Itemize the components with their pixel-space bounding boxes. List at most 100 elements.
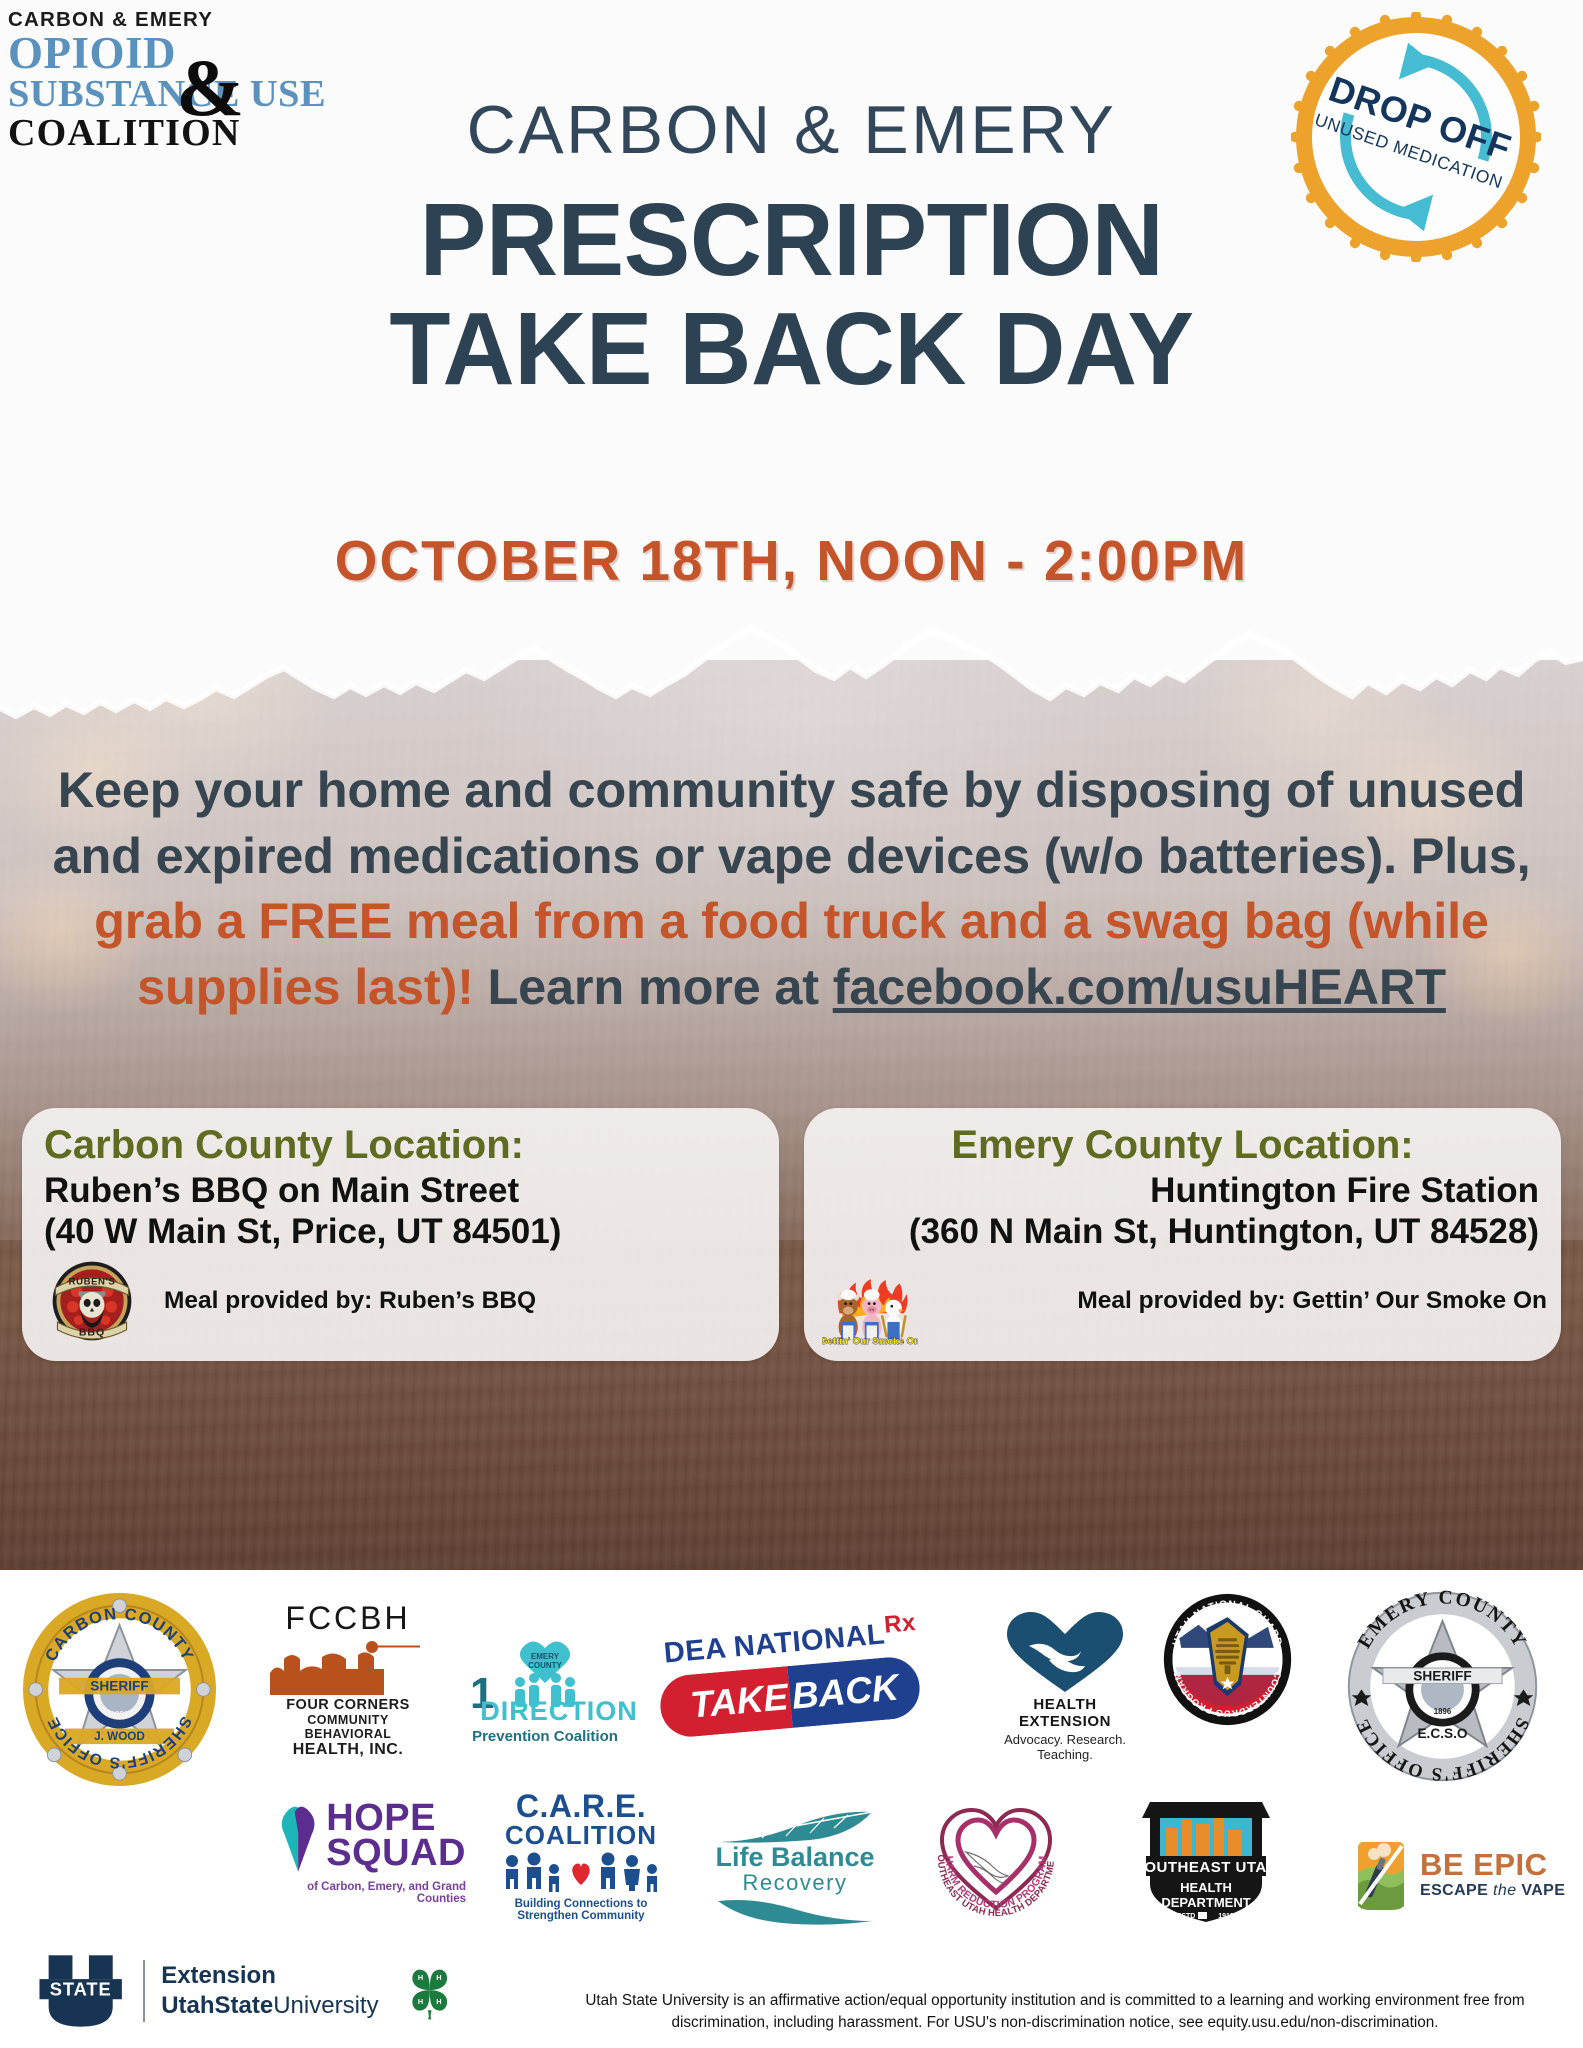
page-title-line1: PRESCRIPTION [419,182,1164,297]
leaf-top-icon [717,1811,873,1843]
carbon-meal-row: RUBEN'S BBQ [44,1253,757,1349]
usu-disclaimer: Utah State University is an affirmative … [585,1992,1525,2031]
drop-off-badge-icon: DROP OFF UNUSED MEDICATION [1291,12,1541,262]
svg-text:H: H [417,1997,422,2006]
logo-be-epic: BE EPIC ESCAPE the VAPE [1352,1838,1567,1910]
usu-state-word: STATE [50,1979,112,2000]
hope-ribbon-icon [281,1806,315,1872]
sponsor-logo-band: SHERIFF J. WOOD 1896 CARBON COUNTY SHERI… [0,1570,1583,2048]
be-epic-escape: ESCAPE [1420,1881,1494,1899]
emery-county-location-card: Emery County Location: Huntington Fire S… [804,1108,1561,1361]
logo-carbon-county-sheriff: SHERIFF J. WOOD 1896 CARBON COUNTY SHERI… [22,1592,217,1787]
health-extension-title: HEALTH EXTENSION [1018,1696,1112,1730]
emery-card-venue: Huntington Fire Station [1150,1171,1539,1211]
rubens-bbq-logo-icon: RUBEN'S BBQ [44,1253,140,1349]
svg-text:H: H [417,1973,422,1982]
care-line2: COALITION [505,1820,657,1850]
coalition-logo-opioid: OPIOID [8,27,177,78]
emery-heart-line2: COUNTY [528,1661,562,1670]
hope-word2: SQUAD [326,1832,466,1874]
usu-university-rest: University [273,1992,379,2019]
logo-utah-national-guard: UTAH NATIONAL GUARD COUNTERDRUG PROGRAM [1160,1592,1295,1727]
emery-meal-note: Meal provided by: Gettin’ Our Smoke On [1077,1287,1547,1314]
logo-southeast-utah-harm-reduction: SOUTHEAST UTAH HEALTH DEPARTMENT HARM RE… [930,1792,1062,1924]
usu-extension-label: Extension [161,1962,276,1989]
svg-text:1896: 1896 [111,1710,129,1719]
be-epic-vape: VAPE [1521,1881,1566,1899]
emery-card-address: (360 N Main St, Huntington, UT 84528) [908,1212,1539,1252]
carbon-card-address: (40 W Main St, Price, UT 84501) [44,1212,562,1252]
chicken-chef-icon [880,1291,907,1340]
carbon-card-venue: Ruben’s BBQ on Main Street [44,1171,520,1211]
body-paragraph: Keep your home and community safe by dis… [38,757,1545,1020]
gettin-our-smoke-on-logo-icon: Gettin' Our Smoke On [822,1253,918,1349]
logo-one-direction: EMERY COUNTY 1 DIRECTION Prevention Coal… [450,1640,640,1745]
one-direction-tagline: Prevention Coalition [472,1728,618,1745]
logo-life-balance-recovery: Life Balance Recovery [700,1808,890,1925]
leaf-bottom-icon [718,1900,872,1925]
care-line1: C.A.R.E. [515,1788,647,1824]
gettin-our-smoke-on-caption: Gettin' Our Smoke On [822,1336,918,1347]
logo-hope-squad: HOPE SQUAD of Carbon, Emery, and Grand C… [276,1792,466,1905]
ecso-sheriff-label: SHERIFF [1413,1669,1471,1684]
logo-fccbh: FCCBH FOUR CORNERS COMMUNITY BEHAVIORAL … [262,1600,434,1759]
emery-meal-row: Gettin' Our Smoke On Meal provided by: G… [822,1253,1547,1349]
coalition-logo: CARBON & EMERY OPIOID & SUBSTANCE USE CO… [8,8,368,153]
seuhd-line3: DEPARTMENT [1161,1895,1250,1910]
body-segment-3: Learn more at [473,957,833,1015]
page-title-line2: TAKE BACK DAY [389,290,1194,406]
seuhd-banner: SOUTHEAST UTAH [1134,1859,1278,1876]
location-cards: Carbon County Location: Ruben’s BBQ on M… [22,1108,1561,1361]
page-title: PRESCRIPTION TAKE BACK DAY [0,182,1583,406]
life-balance-line2: Recovery [742,1870,848,1895]
usu-u-state-icon: STATE [39,1955,122,2027]
fccbh-line3: HEALTH, INC. [292,1741,404,1759]
emery-heart-line1: EMERY [531,1652,560,1661]
photo-section: Keep your home and community safe by dis… [0,600,1583,1570]
four-h-clover-icon: H H H H [411,1969,447,2020]
skull-icon [78,1291,106,1328]
one-numeral: 1 [470,1669,494,1714]
hope-word1: HOPE [326,1797,436,1840]
coalition-logo-ampersand: & [176,41,245,133]
sheriff-name-label: J. WOOD [94,1730,145,1743]
life-balance-line1: Life Balance [715,1842,875,1872]
be-epic-the: the [1493,1881,1522,1899]
care-family-icon [506,1852,657,1893]
coalition-logo-stack: OPIOID & SUBSTANCE USE COALITION [8,27,368,153]
rubens-logo-bottom-text: BBQ [79,1327,105,1339]
logo-care-coalition: C.A.R.E. COALITION Building Connections … [486,1790,676,1922]
care-tagline: Building Connections to Strengthen Commu… [514,1898,648,1923]
seuhd-estd: ESTD [1177,1913,1196,1920]
be-epic-line1: BE EPIC [1420,1846,1548,1882]
coalition-logo-line1: CARBON & EMERY [8,8,214,31]
cow-chef-icon [836,1289,860,1341]
escape-the-vape-icon [1358,1842,1404,1910]
facebook-link[interactable]: facebook.com/usuHEART [832,957,1446,1015]
svg-text:H: H [436,1973,441,1982]
page-kicker: CARBON & EMERY [466,92,1117,168]
svg-text:H: H [436,1997,441,2006]
body-segment-1: Keep your home and community safe by dis… [52,761,1531,884]
fccbh-line1: FOUR CORNERS [286,1697,410,1713]
fccbh-acronym: FCCBH [285,1600,411,1636]
logo-dea-take-back: DEA NATIONALRx TAKE BACK [657,1609,923,1739]
coalition-logo-substance-use: SUBSTANCE USE [8,72,326,115]
svg-text:1896: 1896 [1434,1707,1452,1716]
hope-squad-tagline: of Carbon, Emery, and Grand Counties [307,1881,466,1905]
ecso-label: E.C.S.O [1417,1726,1467,1741]
emery-card-title: Emery County Location: [951,1123,1414,1167]
seuhd-line2: HEALTH [1180,1880,1232,1895]
logo-southeast-utah-health-department: SOUTHEAST UTAH HEALTH DEPARTMENT ESTD 19… [1130,1788,1282,1926]
dea-word-back: BACK [790,1666,901,1717]
body-highlight: grab a FREE meal from a food truck and a… [94,892,1489,1015]
logo-emery-county-sheriff: SHERIFF E.C.S.O 1896 EMERY COUNTY SHERIF… [1340,1584,1545,1789]
carbon-county-location-card: Carbon County Location: Ruben’s BBQ on M… [22,1108,779,1361]
health-extension-tagline: Advocacy. Research. Teaching. [1004,1732,1126,1762]
pig-chef-icon [862,1289,882,1341]
rubens-logo-top-text: RUBEN'S [69,1277,116,1288]
logo-health-extension: HEALTH EXTENSION Advocacy. Research. Tea… [985,1606,1145,1762]
usu-university-bold: UtahState [161,1992,274,2019]
event-dateline: OCTOBER 18TH, NOON - 2:00PM [334,529,1249,593]
